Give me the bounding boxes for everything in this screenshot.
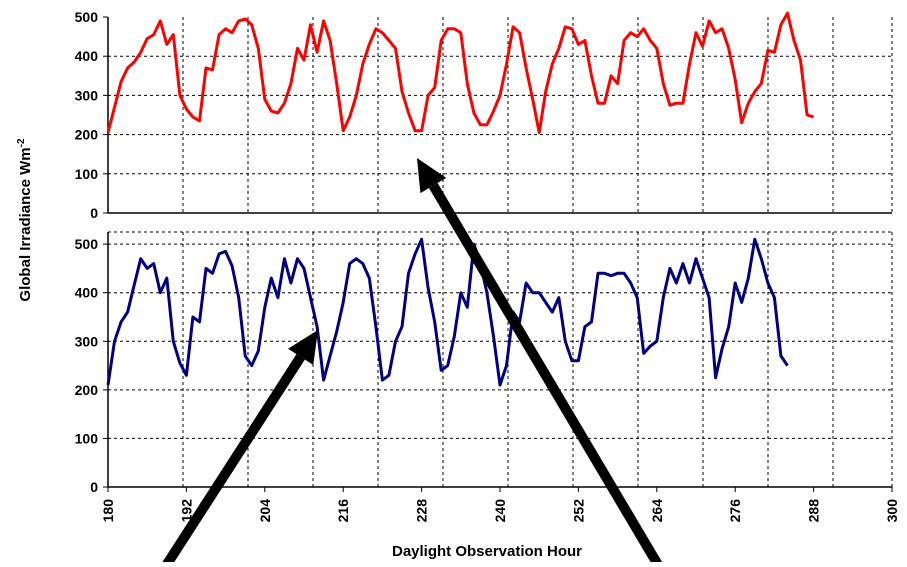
bottom-panel: 0 100 200 300 400 500 180 192 204 216 228 240 252 264… [75, 231, 900, 523]
arrow-to-bottom-series-shaft [159, 354, 305, 567]
top-ytick-label: 100 [75, 166, 99, 182]
x-tick-label: 288 [806, 499, 822, 523]
bottom-ytick-label: 100 [75, 430, 99, 446]
bottom-ytick-label: 400 [75, 285, 99, 301]
top-ytick-label: 400 [75, 48, 99, 64]
x-tick-label: 216 [335, 499, 351, 523]
x-axis-label: Daylight Observation Hour [392, 543, 582, 560]
x-tick-label: 192 [178, 499, 194, 523]
top-ytick-label: 300 [75, 87, 99, 103]
x-tick-label: 264 [649, 499, 665, 523]
x-tick-label: 228 [414, 499, 430, 523]
arrow-to-bottom-series-head [288, 330, 318, 366]
top-ytick-label: 0 [90, 205, 98, 221]
top-ytick-label: 200 [75, 127, 99, 143]
y-axis-label-sup: -2 [16, 138, 27, 147]
x-tick-label: 300 [884, 499, 900, 523]
arrow-annotations [159, 158, 666, 567]
x-tick-label: 276 [727, 499, 743, 523]
bottom-irradiance-series-line [106, 237, 789, 387]
bottom-ytick-label: 0 [90, 479, 98, 495]
arrow-to-top-series-head [417, 158, 447, 194]
y-axis-label-main: Global Irradiance Wm [17, 147, 34, 301]
x-tick-label: 180 [100, 499, 116, 523]
bottom-ytick-label: 300 [75, 333, 99, 349]
x-tick-label: 252 [570, 499, 586, 523]
top-panel: 0 100 200 300 400 500 [75, 9, 893, 221]
x-tick-label: 240 [492, 499, 508, 523]
bottom-ytick-label: 200 [75, 382, 99, 398]
bottom-ytick-label: 500 [75, 236, 99, 252]
y-axis-label: Global Irradiance Wm-2 [16, 138, 34, 302]
top-irradiance-series-line [106, 11, 815, 135]
x-tick-label: 204 [257, 499, 273, 523]
top-ytick-label: 500 [75, 9, 99, 25]
arrow-to-top-series-shaft [429, 182, 666, 567]
